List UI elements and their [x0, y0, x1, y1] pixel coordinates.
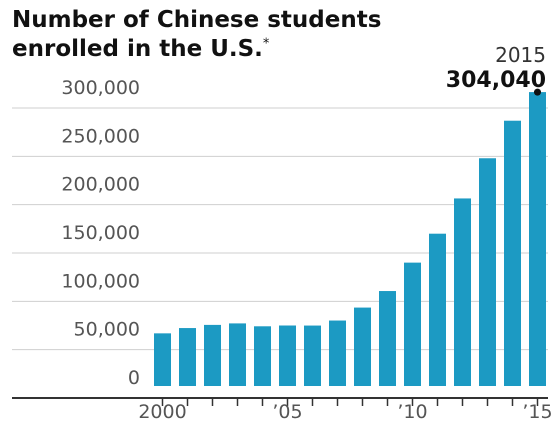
bar-2015 [529, 92, 546, 386]
y-axis: 0 50,000 100,000 150,000 200,000 250,000 300,0… [61, 77, 140, 389]
annotation-value-label: 304,040 [446, 68, 546, 93]
x-tick-label: ’10 [397, 401, 427, 423]
x-tick-label: 2000 [138, 401, 186, 423]
chart-title: Number of Chinese students enrolled in t… [12, 6, 502, 64]
bar-2013 [479, 158, 496, 386]
bar-2001 [179, 328, 196, 386]
y-tick-label: 0 [128, 367, 140, 389]
footnote-asterisk: * [262, 36, 270, 52]
y-tick-label: 250,000 [61, 125, 140, 147]
x-axis: 2000 ’05 ’10 ’15 [12, 397, 552, 423]
bar-2012 [454, 198, 471, 386]
y-tick-label: 150,000 [61, 222, 140, 244]
bar-2010 [404, 262, 421, 386]
annotation-year-label: 2015 [495, 43, 546, 67]
bar-2009 [379, 291, 396, 386]
x-tick-label: ’15 [522, 401, 552, 423]
y-tick-label: 200,000 [61, 174, 140, 196]
bars [154, 92, 546, 386]
annotation-marker [534, 88, 541, 96]
bar-2005 [279, 325, 296, 386]
x-tick-label: ’05 [272, 401, 302, 423]
bar-2004 [254, 326, 271, 386]
bar-2003 [229, 323, 246, 386]
bar-2011 [429, 233, 446, 386]
chart-title-line-2: enrolled in the U.S.* [12, 35, 502, 64]
y-tick-label: 300,000 [61, 77, 140, 99]
bar-2006 [304, 325, 321, 386]
bar-2000 [154, 333, 171, 386]
chart-title-line-1: Number of Chinese students [12, 7, 382, 33]
y-tick-label: 100,000 [61, 270, 140, 292]
y-tick-label: 50,000 [74, 319, 140, 341]
bar-2014 [504, 120, 521, 386]
chart-title-line-2-text: enrolled in the U.S. [12, 36, 263, 62]
bar-2002 [204, 324, 221, 386]
bar-2008 [354, 307, 371, 386]
bar-2007 [329, 320, 346, 386]
